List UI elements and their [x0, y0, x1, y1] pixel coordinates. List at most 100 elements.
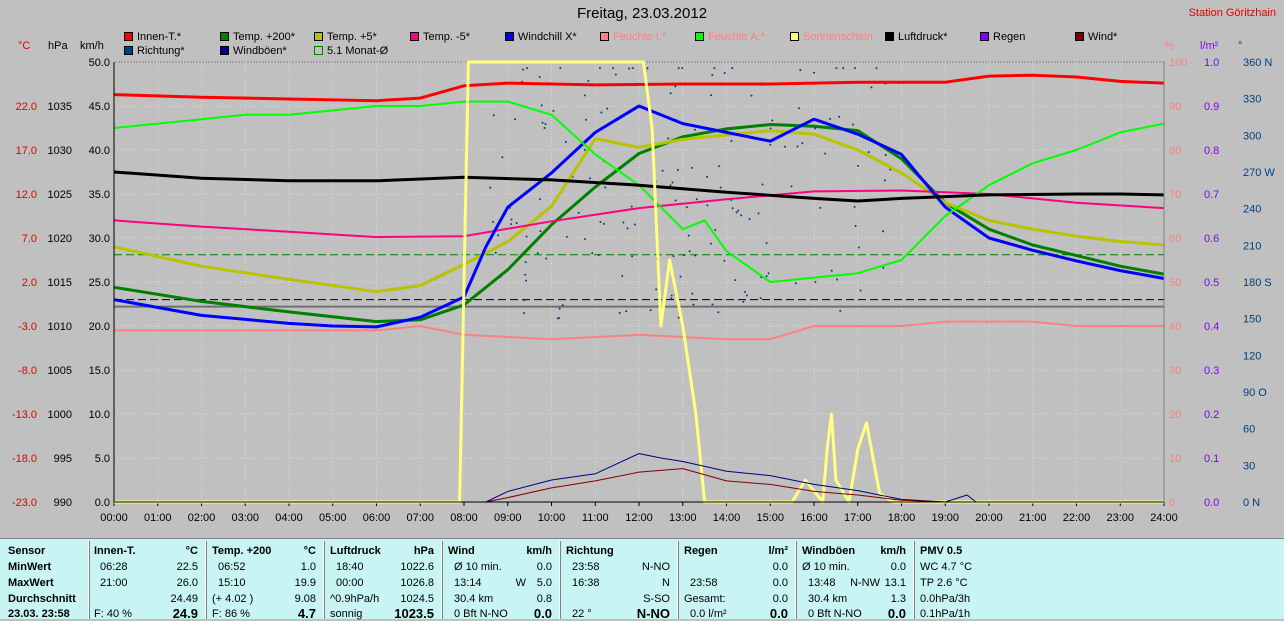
stats-pmv-column: PMV 0.5 WC 4.7 °C TP 2.6 °C 0.0hPa/3h 0.…	[920, 539, 1020, 620]
direction-point	[799, 69, 802, 72]
stats-pmv-value: 0.1hPa/1h	[920, 608, 971, 620]
legend-label: Wind*	[1088, 31, 1118, 43]
tick-label-pressure: 1005	[48, 365, 72, 377]
direction-point	[677, 67, 680, 70]
unit-direction: °	[1238, 40, 1243, 52]
tick-label-time: 00:00	[100, 512, 128, 524]
direction-point	[717, 311, 720, 314]
direction-point	[745, 294, 748, 297]
direction-point	[630, 205, 633, 208]
tick-label-direction: 330	[1243, 94, 1261, 106]
direction-point	[523, 299, 526, 302]
direction-point	[875, 67, 878, 70]
tick-label-time: 04:00	[275, 512, 303, 524]
tick-label-rain: 1.0	[1204, 57, 1219, 69]
tick-label-time: 21:00	[1019, 512, 1047, 524]
stats-current: 0.0	[533, 606, 552, 621]
direction-point	[489, 186, 492, 189]
tick-label-direction: 360 N	[1243, 57, 1272, 69]
stats-value: 26.0	[176, 577, 198, 589]
legend-swatch	[505, 32, 514, 41]
stats-unit-gust: km/h	[880, 545, 906, 557]
stats-value: 1026.8	[400, 577, 434, 589]
stats-gust-column: Windböen km/h Ø 10 min. 0.0 13:48 N-NW 1…	[802, 539, 908, 621]
tick-label-time: 13:00	[669, 512, 697, 524]
legend-item: Temp. +5*	[314, 31, 377, 44]
stats-pmv-value: WC 4.7 °C	[920, 561, 973, 573]
direction-point	[514, 118, 517, 121]
tick-label-wind: 40.0	[89, 145, 110, 157]
stats-current: N-NO	[636, 606, 670, 621]
direction-point	[735, 211, 738, 214]
stats-direction: N-NW	[850, 577, 880, 589]
stats-divider	[205, 541, 207, 619]
stats-value: 1.3	[890, 593, 906, 605]
legend-item: Feuchte I.*	[600, 31, 666, 44]
direction-point	[552, 109, 555, 112]
stats-value: N-NO	[641, 561, 670, 573]
direction-point	[497, 234, 500, 237]
direction-point	[856, 164, 859, 167]
direction-point	[661, 169, 664, 172]
tick-label-time: 16:00	[800, 512, 828, 524]
stats-pmv-value: 0.0hPa/3h	[920, 593, 971, 605]
direction-point	[681, 67, 684, 70]
tick-label-pressure: 1000	[48, 409, 72, 421]
unit-wind: km/h	[80, 40, 104, 52]
direction-point	[494, 251, 497, 254]
stats-direction: W	[515, 577, 526, 589]
series-line-sonnenschein	[114, 60, 1164, 504]
legend-swatch	[790, 32, 799, 41]
stats-value: 19.9	[294, 577, 316, 589]
tick-label-time: 14:00	[713, 512, 741, 524]
stats-divider	[441, 541, 443, 619]
direction-point	[587, 79, 590, 82]
tick-label-direction: 150	[1243, 314, 1261, 326]
direction-point	[655, 288, 658, 291]
stats-note: F: 40 %	[94, 608, 132, 620]
direction-point	[757, 212, 760, 215]
legend-item: Sonnenschein	[790, 31, 873, 44]
tick-label-pressure: 1030	[48, 145, 72, 157]
stats-note: F: 86 %	[212, 608, 250, 620]
direction-point	[597, 254, 600, 257]
tick-label-pressure: 1035	[48, 101, 72, 113]
series-line-temp-5	[113, 129, 1165, 294]
direction-point	[631, 255, 634, 258]
tick-label-pressure: 1010	[48, 321, 72, 333]
stats-value: 1.0	[300, 561, 316, 573]
station-name: Station Göritzhain	[1188, 7, 1276, 19]
tick-label-time: 08:00	[450, 512, 478, 524]
legend-label: Windchill X*	[518, 31, 577, 43]
direction-point	[883, 179, 886, 182]
tick-label-time: 09:00	[494, 512, 522, 524]
direction-point	[761, 183, 764, 186]
direction-point	[882, 266, 885, 269]
tick-label-wind: 0.0	[95, 497, 110, 509]
legend-item: Richtung*	[124, 45, 185, 58]
direction-point	[842, 67, 845, 70]
stats-note: Ø 10 min.	[802, 561, 850, 573]
legend-label: Temp. -5*	[423, 31, 471, 43]
stats-value: 1024.5	[400, 593, 434, 605]
direction-point	[731, 67, 734, 70]
stats-time: 21:00	[100, 577, 128, 589]
stats-value: 0.0	[772, 561, 788, 573]
direction-point	[585, 118, 588, 121]
direction-point	[830, 269, 833, 272]
direction-point	[591, 252, 594, 255]
stats-time: 18:40	[336, 561, 364, 573]
stats-rain-column: Regen l/m² 0.0 23:58 0.0 Gesamt: 0.0 0.0…	[684, 539, 790, 621]
direction-point	[801, 142, 804, 145]
stats-time: 16:38	[572, 577, 600, 589]
stats-value: 5.0	[536, 577, 552, 589]
direction-point	[492, 114, 495, 117]
direction-point	[854, 225, 857, 228]
direction-point	[625, 310, 628, 313]
legend-item: Wind*	[1075, 31, 1117, 44]
tick-label-wind: 20.0	[89, 321, 110, 333]
direction-point	[557, 316, 560, 319]
tick-label-rain: 0.9	[1204, 101, 1219, 113]
tick-label-pressure: 995	[54, 453, 72, 465]
direction-point	[626, 227, 629, 230]
